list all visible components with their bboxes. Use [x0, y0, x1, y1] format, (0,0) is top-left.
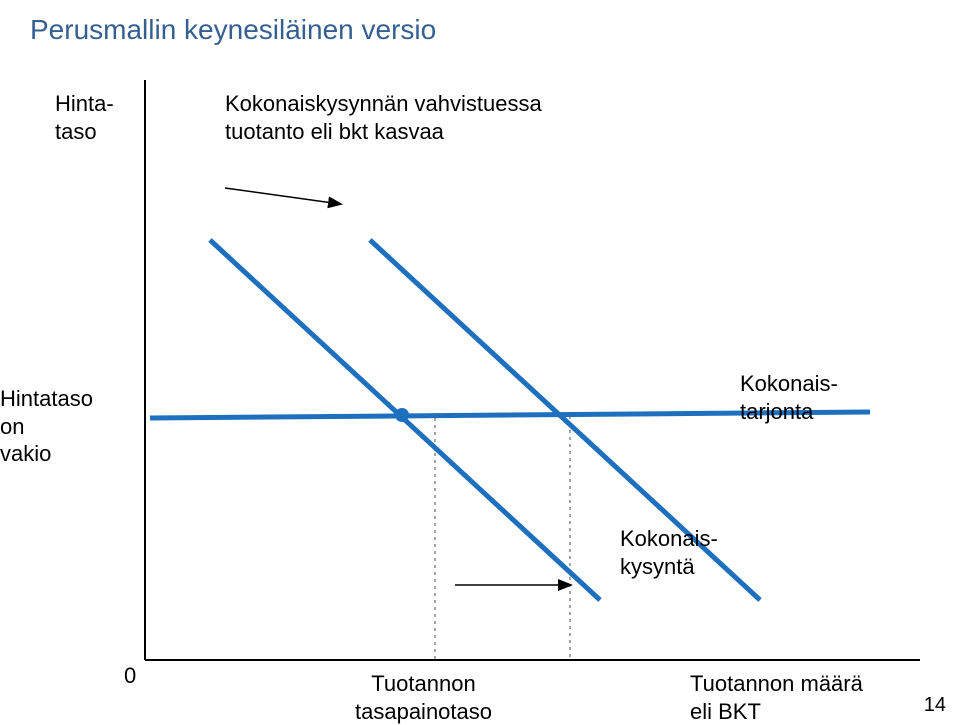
x-mid-label: Tuotannon tasapainotaso: [355, 670, 492, 725]
y-axis-label: Hinta- taso: [55, 90, 114, 145]
demand-label: Kokonais- kysyntä: [620, 525, 718, 580]
page-number: 14: [924, 694, 946, 717]
y-side-label: Hintataso on vakio: [0, 385, 93, 468]
supply-label: Kokonais- tarjonta: [740, 370, 838, 425]
x-origin-label: 0: [124, 662, 136, 690]
equilibrium-point: [395, 408, 409, 422]
annotation-top: Kokonaiskysynnän vahvistuessa tuotanto e…: [225, 90, 542, 145]
x-right-label: Tuotannon määrä eli BKT: [690, 670, 863, 725]
arrow-shift-top: [225, 188, 340, 204]
